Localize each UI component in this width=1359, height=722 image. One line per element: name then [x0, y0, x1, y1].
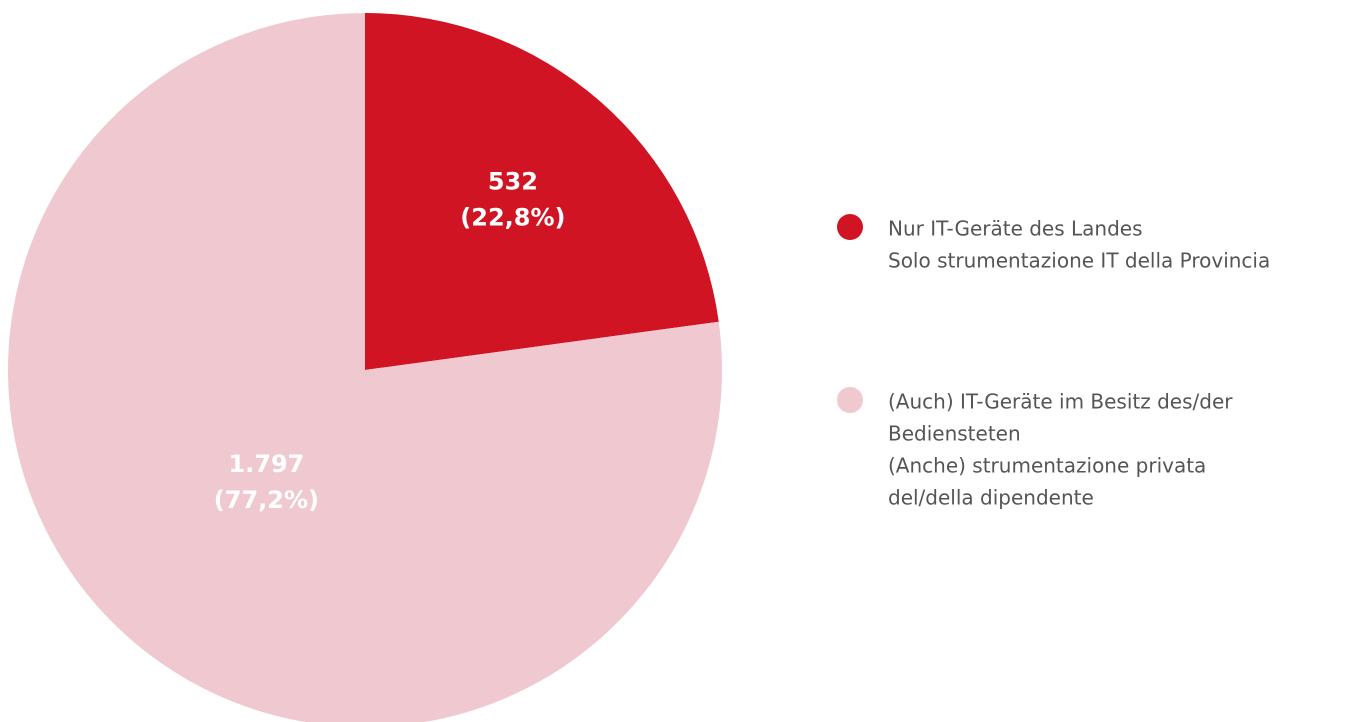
- legend-label: del/della dipendente: [888, 486, 1094, 510]
- value-label: 1.797: [228, 450, 304, 478]
- legend-label: (Anche) strumentazione privata: [888, 454, 1206, 478]
- legend-label: (Auch) IT-Geräte im Besitz des/der: [888, 390, 1233, 414]
- legend-marker: [837, 387, 863, 413]
- legend-label: Nur IT-Geräte des Landes: [888, 217, 1143, 241]
- legend-label: Bediensteten: [888, 422, 1021, 446]
- value-label: 532: [488, 168, 538, 196]
- percent-label: (22,8%): [460, 204, 565, 232]
- pie-slice: [8, 13, 722, 722]
- legend-label: Solo strumentazione IT della Provincia: [888, 249, 1270, 273]
- legend-marker: [837, 214, 863, 240]
- percent-label: (77,2%): [214, 486, 319, 514]
- pie-slice: [365, 13, 719, 370]
